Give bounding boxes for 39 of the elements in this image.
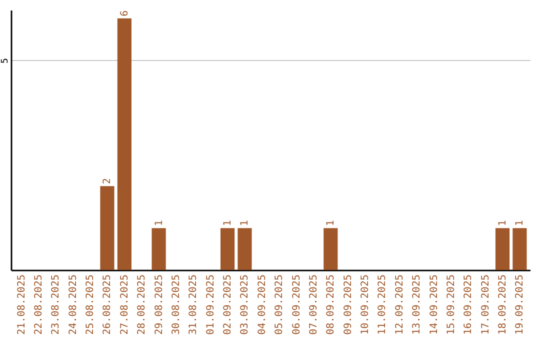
x-tick-label: 09.09.2025 (342, 274, 354, 335)
data-label: 1 (514, 220, 526, 226)
x-tick-label: 25.08.2025 (85, 274, 96, 335)
x-tick-label: 28.08.2025 (136, 274, 148, 335)
x-tick-label: 27.08.2025 (119, 274, 130, 335)
data-label: 1 (154, 220, 165, 226)
x-tick-label: 17.09.2025 (480, 274, 492, 335)
data-label: 1 (240, 220, 251, 226)
x-tick-label: 01.09.2025 (205, 274, 216, 335)
x-tick-label: 31.08.2025 (188, 274, 200, 335)
x-tick-label: 03.09.2025 (240, 274, 251, 335)
x-tick-label: 07.09.2025 (308, 274, 320, 335)
data-label: 1 (326, 220, 337, 226)
x-tick-label: 21.08.2025 (16, 274, 28, 335)
x-tick-label: 19.09.2025 (514, 274, 526, 335)
data-label: 1 (498, 220, 509, 226)
x-tick-label: 11.09.2025 (377, 274, 388, 335)
x-tick-label: 05.09.2025 (274, 274, 286, 335)
x-tick-label: 13.09.2025 (412, 274, 423, 335)
data-label: 6 (119, 10, 130, 16)
x-tick-label: 26.08.2025 (102, 274, 114, 335)
x-tick-label: 06.09.2025 (291, 274, 302, 335)
x-tick-label: 22.08.2025 (33, 274, 44, 335)
x-tick-label: 10.09.2025 (360, 274, 372, 335)
data-label: 2 (102, 178, 114, 184)
x-tick-label: 16.09.2025 (463, 274, 474, 335)
y-tick-label: 5 (0, 58, 10, 64)
x-tick-label: 30.08.2025 (170, 274, 182, 335)
x-tick-label: 08.09.2025 (326, 274, 337, 335)
x-tick-label: 18.09.2025 (498, 274, 509, 335)
data-label: 1 (222, 220, 234, 226)
x-tick-label: 15.09.2025 (446, 274, 457, 335)
x-tick-label: 29.08.2025 (154, 274, 165, 335)
x-tick-label: 24.08.2025 (68, 274, 79, 335)
x-tick-label: 23.08.2025 (50, 274, 62, 335)
x-tick-label: 04.09.2025 (256, 274, 268, 335)
x-tick-label: 12.09.2025 (394, 274, 406, 335)
x-tick-label: 14.09.2025 (428, 274, 440, 335)
x-tick-label: 02.09.2025 (222, 274, 234, 335)
